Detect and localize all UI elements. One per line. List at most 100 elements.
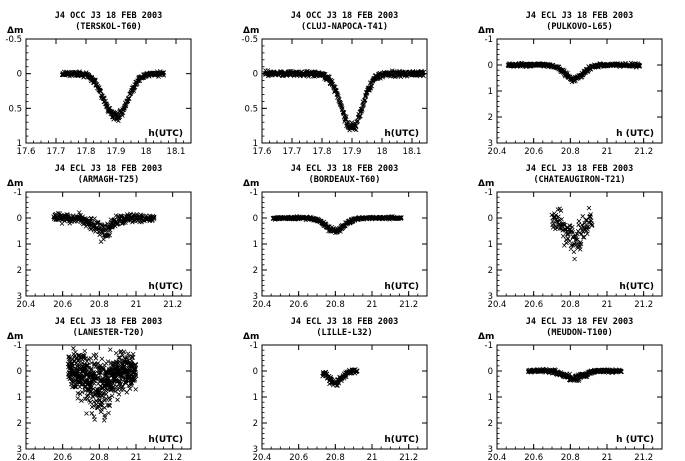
x-tick-label: 17.7 bbox=[47, 147, 66, 157]
plot-frame bbox=[261, 344, 428, 450]
plot-frame bbox=[25, 38, 192, 144]
x-tick-label: 20.6 bbox=[524, 453, 543, 461]
chart-subtitle: (ARMAGH-T25) bbox=[78, 175, 139, 185]
panel-9: J4 ECL J3 18 FEV 2003(MEUDON-T100) Δm h (U… bbox=[478, 317, 663, 461]
x-tick-label: 20.8 bbox=[90, 453, 109, 461]
y-tick-label: 1 bbox=[17, 139, 22, 149]
x-tick-label: 21.2 bbox=[163, 453, 182, 461]
x-tick-label: 21.2 bbox=[163, 300, 182, 310]
panel-6: J4 ECL J3 18 FEB 2003(CHATEAUGIRON-T21) Δ… bbox=[478, 164, 663, 310]
x-tick-label: 20.4 bbox=[17, 453, 36, 461]
chart-title: J4 ECL J3 18 FEB 2003 bbox=[526, 11, 633, 21]
panel-5: J4 ECL J3 18 FEB 2003(BORDEAUX-T60) Δm h(U… bbox=[243, 164, 428, 310]
x-tick-label: 18.1 bbox=[167, 147, 186, 157]
x-tick-label: 21.2 bbox=[634, 453, 653, 461]
x-tick-label: 20.4 bbox=[488, 453, 507, 461]
x-tick-label: 20.8 bbox=[90, 300, 109, 310]
y-tick-label: 2 bbox=[17, 419, 22, 429]
y-tick-label: 0 bbox=[17, 214, 22, 224]
x-tick-label: 21 bbox=[131, 453, 142, 461]
chart-subtitle: (TERSKOL-T60) bbox=[75, 22, 142, 32]
panel-7: J4 ECL J3 18 FEB 2003(LANESTER-T20) Δm h(U… bbox=[7, 317, 192, 461]
y-axis-label: Δm bbox=[7, 179, 23, 189]
y-tick-label: -1 bbox=[14, 188, 22, 198]
x-tick-label: 18 bbox=[377, 147, 388, 157]
y-tick-label: 0 bbox=[17, 70, 22, 80]
y-tick-label: -1 bbox=[14, 341, 22, 351]
y-tick-label: 2 bbox=[488, 419, 493, 429]
y-tick-label: -1 bbox=[485, 341, 493, 351]
chart-subtitle: (MEUDON-T100) bbox=[546, 328, 613, 338]
y-tick-label: 2 bbox=[253, 266, 258, 276]
data-points bbox=[270, 214, 404, 236]
x-tick-label: 21 bbox=[602, 147, 613, 157]
y-tick-label: 1 bbox=[488, 393, 493, 403]
x-tick-label: 20.4 bbox=[17, 300, 36, 310]
y-tick-label: 3 bbox=[253, 445, 258, 455]
x-tick-label: 17.9 bbox=[107, 147, 126, 157]
x-tick-label: 20.6 bbox=[524, 147, 543, 157]
y-tick-label: 1 bbox=[488, 87, 493, 97]
panel-4: J4 ECL J3 18 FEB 2003(ARMAGH-T25) Δm h(UTC… bbox=[7, 164, 192, 310]
x-tick-label: 17.7 bbox=[283, 147, 302, 157]
y-tick-label: 3 bbox=[488, 445, 493, 455]
x-tick-label: 18.1 bbox=[403, 147, 422, 157]
y-tick-label: -1 bbox=[250, 341, 258, 351]
x-tick-label: 20.8 bbox=[561, 453, 580, 461]
x-tick-label: 20.8 bbox=[326, 300, 345, 310]
chart-title: J4 ECL J3 18 FEB 2003 bbox=[55, 164, 162, 174]
y-tick-label: 3 bbox=[488, 139, 493, 149]
chart-title: J4 OCC J3 18 FEB 2003 bbox=[291, 11, 398, 21]
y-axis-label: Δm bbox=[7, 26, 23, 36]
x-tick-label: 18 bbox=[141, 147, 152, 157]
panel-2: J4 OCC J3 18 FEB 2003(CLUJ-NAPOCA-T41) Δm… bbox=[241, 11, 428, 157]
chart-title: J4 ECL J3 18 FEV 2003 bbox=[526, 317, 633, 327]
data-points bbox=[505, 60, 643, 85]
chart-subtitle: (PULKOVO-L65) bbox=[546, 22, 613, 32]
y-tick-label: 1 bbox=[17, 240, 22, 250]
x-axis-label: h (UTC) bbox=[616, 129, 654, 139]
y-tick-label: -1 bbox=[250, 188, 258, 198]
y-tick-label: 0.5 bbox=[244, 104, 258, 114]
y-tick-label: 3 bbox=[488, 292, 493, 302]
y-tick-label: 1 bbox=[253, 393, 258, 403]
y-axis-label: Δm bbox=[7, 332, 23, 342]
y-tick-label: 0 bbox=[253, 214, 258, 224]
x-tick-label: 21.2 bbox=[634, 300, 653, 310]
x-tick-label: 21 bbox=[602, 300, 613, 310]
x-axis-label: h(UTC) bbox=[384, 129, 419, 139]
x-tick-label: 20.6 bbox=[53, 453, 72, 461]
data-points bbox=[525, 366, 624, 383]
y-axis-label: Δm bbox=[478, 332, 494, 342]
x-axis-label: h(UTC) bbox=[148, 129, 183, 139]
chart-title: J4 ECL J3 18 FEB 2003 bbox=[291, 164, 398, 174]
chart-subtitle: (CHATEAUGIRON-T21) bbox=[533, 175, 625, 185]
y-tick-label: 0 bbox=[253, 367, 258, 377]
y-tick-label: 2 bbox=[17, 266, 22, 276]
x-tick-label: 21 bbox=[602, 453, 613, 461]
data-points bbox=[320, 367, 360, 388]
x-tick-label: 20.6 bbox=[53, 300, 72, 310]
x-tick-label: 20.6 bbox=[524, 300, 543, 310]
x-tick-label: 17.6 bbox=[17, 147, 36, 157]
chart-title: J4 OCC J3 18 FEB 2003 bbox=[55, 11, 162, 21]
panel-1: J4 OCC J3 18 FEB 2003(TERSKOL-T60) Δm h(UT… bbox=[5, 11, 192, 157]
x-tick-label: 21 bbox=[367, 453, 378, 461]
x-tick-label: 20.8 bbox=[561, 300, 580, 310]
x-axis-label: h(UTC) bbox=[384, 282, 419, 292]
chart-title: J4 ECL J3 18 FEB 2003 bbox=[291, 317, 398, 327]
chart-subtitle: (LANESTER-T20) bbox=[73, 328, 145, 338]
y-axis-label: Δm bbox=[243, 26, 259, 36]
y-tick-label: 2 bbox=[253, 419, 258, 429]
y-tick-label: 3 bbox=[17, 445, 22, 455]
y-tick-label: 2 bbox=[488, 113, 493, 123]
panel-8: J4 ECL J3 18 FEB 2003(LILLE-L32) Δm h(UTC)… bbox=[243, 317, 428, 461]
y-axis-label: Δm bbox=[478, 179, 494, 189]
data-points bbox=[59, 69, 167, 124]
data-points bbox=[549, 205, 595, 262]
x-tick-label: 21.2 bbox=[399, 453, 418, 461]
chart-title: J4 ECL J3 18 FEB 2003 bbox=[526, 164, 633, 174]
chart-subtitle: (BORDEAUX-T60) bbox=[309, 175, 381, 185]
data-points bbox=[51, 210, 157, 244]
